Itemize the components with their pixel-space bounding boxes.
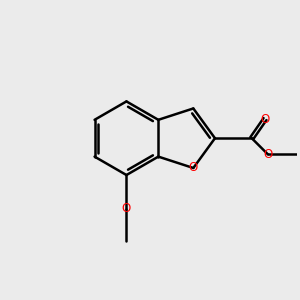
Text: O: O [260, 112, 270, 126]
Text: O: O [122, 202, 131, 215]
Text: O: O [263, 148, 273, 161]
Text: O: O [189, 161, 198, 175]
